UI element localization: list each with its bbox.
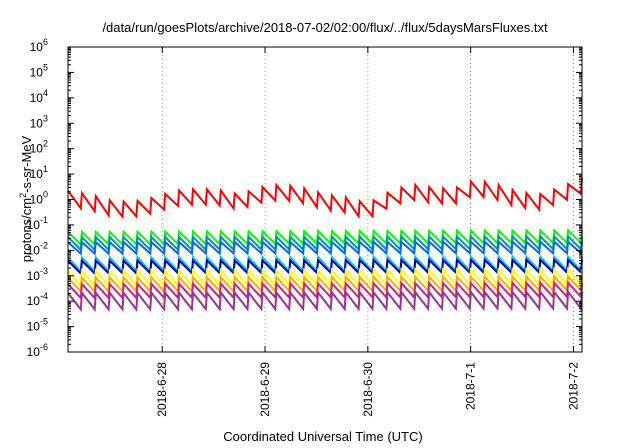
y-tick-base: 10 — [27, 218, 41, 232]
y-tick-label: 106 — [30, 37, 48, 54]
y-tick-label: 10-4 — [27, 291, 48, 308]
x-axis-label: Coordinated Universal Time (UTC) — [223, 429, 422, 444]
data-series — [67, 177, 583, 313]
y-tick-base: 10 — [30, 116, 44, 130]
y-tick-exponent: -5 — [40, 317, 48, 327]
y-tick-base: 10 — [27, 243, 41, 257]
y-tick-base: 10 — [27, 294, 41, 308]
y-tick-exponent: -4 — [40, 291, 48, 301]
plot-frame — [67, 46, 583, 353]
y-tick-exponent: -2 — [40, 240, 48, 250]
y-tick-exponent: -6 — [40, 342, 48, 352]
axis-ticks: 10-610-510-410-310-210-11001011021031041… — [27, 37, 582, 417]
y-axis-label-text: protons/cm — [19, 198, 34, 262]
y-tick-label: 104 — [30, 88, 48, 105]
series-line-0 — [67, 177, 583, 220]
y-tick-label: 102 — [30, 139, 48, 156]
y-tick-base: 10 — [30, 167, 44, 181]
y-tick-exponent: -1 — [40, 215, 48, 225]
series-line-9 — [67, 289, 583, 313]
x-tick-label: 2018-6-28 — [155, 362, 169, 417]
y-tick-label: 105 — [30, 62, 48, 79]
y-tick-base: 10 — [30, 193, 44, 207]
x-tick-label: 2018-6-29 — [258, 362, 272, 417]
grid-lines — [161, 47, 574, 352]
y-tick-base: 10 — [27, 345, 41, 359]
x-tick-label: 2018-6-30 — [361, 362, 375, 417]
y-tick-base: 10 — [30, 142, 44, 156]
y-tick-label: 10-3 — [27, 266, 48, 283]
y-tick-exponent: 2 — [43, 139, 48, 149]
x-tick-label: 2018-7-1 — [464, 362, 478, 410]
y-tick-base: 10 — [30, 40, 44, 54]
y-tick-exponent: 4 — [43, 88, 48, 98]
y-tick-exponent: 5 — [43, 62, 48, 72]
y-tick-label: 101 — [30, 164, 48, 181]
y-tick-label: 10-5 — [27, 317, 48, 334]
y-axis-label-superscript: 2 — [18, 193, 28, 198]
y-tick-label: 103 — [30, 113, 48, 130]
y-tick-exponent: 0 — [43, 190, 48, 200]
y-axis-label: protons/cm2-s-sr-MeV — [18, 135, 34, 262]
y-tick-exponent: 3 — [43, 113, 48, 123]
y-tick-label: 10-1 — [27, 215, 48, 232]
y-tick-label: 100 — [30, 190, 48, 207]
y-axis-label-text-end: -s-sr-MeV — [19, 135, 34, 192]
x-tick-label: 2018-7-2 — [566, 362, 580, 410]
y-tick-exponent: -3 — [40, 266, 48, 276]
y-tick-exponent: 1 — [43, 164, 48, 174]
series-line-3 — [67, 239, 583, 256]
y-tick-base: 10 — [30, 65, 44, 79]
y-tick-base: 10 — [27, 269, 41, 283]
chart-title: /data/run/goesPlots/archive/2018-07-02/0… — [102, 20, 548, 35]
y-tick-label: 10-2 — [27, 240, 48, 257]
y-tick-exponent: 6 — [43, 37, 48, 47]
y-tick-label: 10-6 — [27, 342, 48, 359]
y-tick-base: 10 — [27, 320, 41, 334]
y-tick-base: 10 — [30, 91, 44, 105]
